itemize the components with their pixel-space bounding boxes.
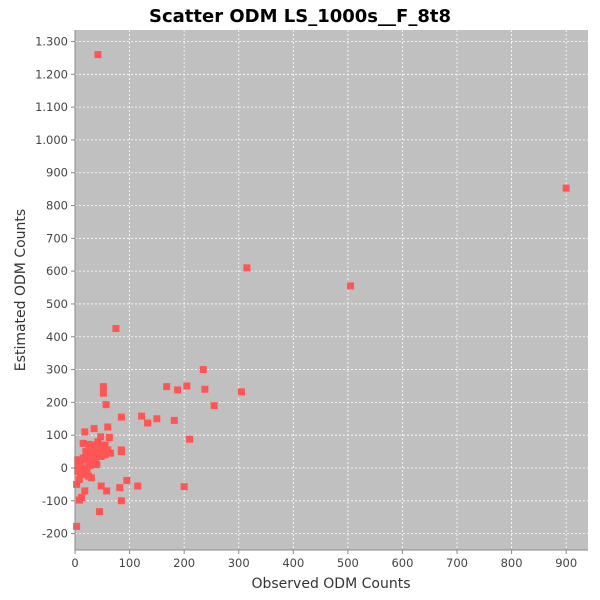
- data-point: [97, 452, 105, 460]
- y-tick-label: 300: [46, 363, 68, 377]
- data-point: [75, 475, 83, 483]
- x-tick-label: 300: [228, 556, 250, 570]
- data-point: [74, 456, 82, 464]
- x-tick-label: 400: [282, 556, 304, 570]
- data-point: [94, 51, 102, 59]
- y-tick-label: 800: [46, 199, 68, 213]
- y-tick-label: 200: [46, 395, 68, 409]
- y-tick-label: 1.300: [35, 34, 68, 48]
- data-point: [92, 457, 100, 465]
- data-point: [123, 476, 131, 484]
- data-point: [81, 428, 89, 436]
- data-point: [99, 389, 107, 397]
- data-point: [199, 366, 207, 374]
- x-tick-label: 0: [71, 556, 78, 570]
- data-point: [97, 433, 105, 441]
- y-tick-label: 1.100: [35, 100, 68, 114]
- data-point: [91, 441, 99, 449]
- data-point: [170, 416, 178, 424]
- plot-area: [75, 30, 588, 550]
- y-tick-label: 600: [46, 264, 68, 278]
- y-axis-ticks: -200 -100 0 100 200 300 400 500 600 700 800 900 1.00…: [35, 34, 75, 541]
- grid-lines: [74, 30, 588, 550]
- y-tick-label: -100: [42, 494, 68, 508]
- data-point: [174, 386, 182, 394]
- data-point: [89, 449, 97, 457]
- x-tick-label: 100: [119, 556, 141, 570]
- data-point: [93, 461, 101, 469]
- data-point: [101, 441, 109, 449]
- data-point: [243, 264, 251, 272]
- x-tick-label: 200: [173, 556, 195, 570]
- data-point: [237, 388, 245, 396]
- data-point: [96, 508, 104, 516]
- data-point: [75, 496, 83, 504]
- x-tick-label: 900: [555, 556, 577, 570]
- x-tick-label: 700: [446, 556, 468, 570]
- data-point: [210, 402, 218, 410]
- data-point: [101, 451, 109, 459]
- y-tick-label: 400: [46, 330, 68, 344]
- data-point: [79, 454, 87, 462]
- x-axis-label: Observed ODM Counts: [251, 576, 410, 592]
- data-point: [138, 412, 146, 420]
- data-point: [99, 383, 107, 391]
- data-point: [180, 483, 188, 491]
- y-tick-label: 700: [46, 231, 68, 245]
- x-axis-ticks: 0 100 200 300 400 500 600 700 800 900: [71, 550, 577, 570]
- data-points: [73, 51, 570, 530]
- data-point: [106, 449, 114, 457]
- data-point: [104, 423, 112, 431]
- data-point: [186, 435, 194, 443]
- data-point: [73, 480, 81, 488]
- y-axis-label: Estimated ODM Counts: [13, 209, 29, 371]
- y-tick-label: 1.000: [35, 133, 68, 147]
- data-point: [83, 466, 91, 474]
- data-point: [183, 382, 191, 390]
- y-tick-label: 1.200: [35, 67, 68, 81]
- data-point: [86, 461, 94, 469]
- data-point: [85, 440, 93, 448]
- y-tick-label: 100: [46, 428, 68, 442]
- data-point: [78, 464, 86, 472]
- data-point: [90, 425, 98, 433]
- data-point: [74, 462, 82, 470]
- data-point: [117, 497, 125, 505]
- axes: [74, 30, 588, 551]
- data-point: [97, 482, 105, 490]
- y-tick-label: 500: [46, 297, 68, 311]
- data-point: [153, 415, 161, 423]
- y-tick-label: 900: [46, 166, 68, 180]
- data-point: [112, 325, 120, 333]
- data-point: [117, 448, 125, 456]
- data-point: [102, 401, 110, 409]
- data-point: [79, 439, 87, 447]
- chart-title: Scatter ODM LS_1000s__F_8t8: [149, 6, 451, 27]
- data-point: [76, 469, 84, 477]
- data-point: [73, 522, 81, 530]
- data-point: [144, 419, 152, 427]
- data-point: [134, 482, 142, 490]
- data-point: [85, 472, 93, 480]
- data-point: [105, 433, 113, 441]
- y-tick-label: 0: [61, 461, 68, 475]
- data-point: [81, 487, 89, 495]
- data-point: [117, 413, 125, 421]
- data-point: [201, 385, 209, 393]
- data-point: [163, 383, 171, 391]
- data-point: [116, 484, 124, 492]
- data-point: [103, 487, 111, 495]
- data-point: [562, 184, 570, 192]
- data-point: [347, 282, 355, 290]
- x-tick-label: 500: [337, 556, 359, 570]
- y-tick-label: -200: [42, 527, 68, 541]
- x-tick-label: 800: [501, 556, 523, 570]
- data-point: [82, 448, 90, 456]
- x-tick-label: 600: [391, 556, 413, 570]
